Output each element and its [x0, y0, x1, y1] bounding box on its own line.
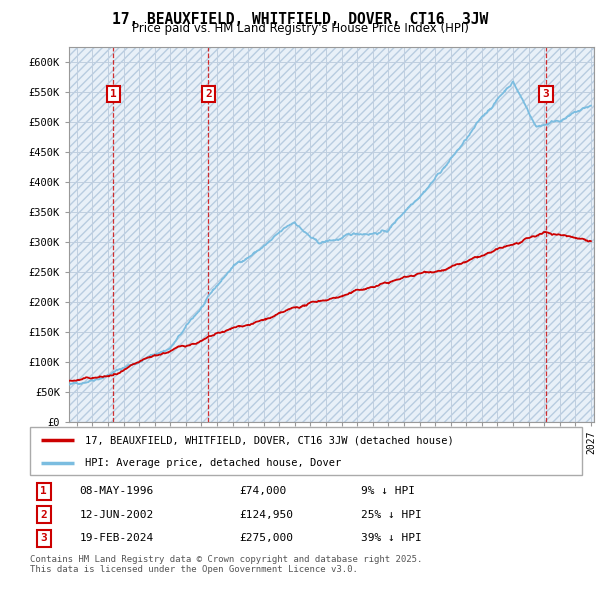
- Text: Price paid vs. HM Land Registry's House Price Index (HPI): Price paid vs. HM Land Registry's House …: [131, 22, 469, 35]
- Text: Contains HM Land Registry data © Crown copyright and database right 2025.
This d: Contains HM Land Registry data © Crown c…: [30, 555, 422, 574]
- Text: 19-FEB-2024: 19-FEB-2024: [80, 533, 154, 543]
- Text: 25% ↓ HPI: 25% ↓ HPI: [361, 510, 422, 520]
- Text: 3: 3: [543, 89, 550, 99]
- Text: 17, BEAUXFIELD, WHITFIELD, DOVER, CT16 3JW (detached house): 17, BEAUXFIELD, WHITFIELD, DOVER, CT16 3…: [85, 435, 454, 445]
- Text: £74,000: £74,000: [240, 486, 287, 496]
- Text: 2: 2: [40, 510, 47, 520]
- Text: 3: 3: [40, 533, 47, 543]
- Text: 08-MAY-1996: 08-MAY-1996: [80, 486, 154, 496]
- Text: 12-JUN-2002: 12-JUN-2002: [80, 510, 154, 520]
- Text: 1: 1: [40, 486, 47, 496]
- Text: HPI: Average price, detached house, Dover: HPI: Average price, detached house, Dove…: [85, 458, 341, 468]
- Text: 1: 1: [110, 89, 117, 99]
- Text: 9% ↓ HPI: 9% ↓ HPI: [361, 486, 415, 496]
- Text: £275,000: £275,000: [240, 533, 294, 543]
- Text: 2: 2: [205, 89, 212, 99]
- FancyBboxPatch shape: [30, 427, 582, 475]
- Text: 17, BEAUXFIELD, WHITFIELD, DOVER, CT16  3JW: 17, BEAUXFIELD, WHITFIELD, DOVER, CT16 3…: [112, 12, 488, 27]
- Text: 39% ↓ HPI: 39% ↓ HPI: [361, 533, 422, 543]
- Text: £124,950: £124,950: [240, 510, 294, 520]
